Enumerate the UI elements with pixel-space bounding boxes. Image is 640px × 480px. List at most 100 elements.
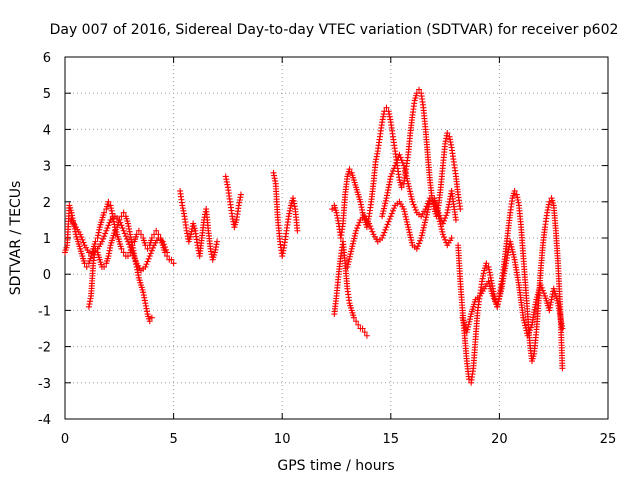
data-point	[92, 245, 99, 252]
data-point	[510, 254, 517, 261]
y-tick-label: -1	[38, 304, 51, 319]
data-series	[379, 151, 455, 249]
data-point	[483, 260, 490, 267]
data-point	[346, 256, 353, 263]
data-point	[385, 218, 392, 225]
data-point	[149, 244, 156, 251]
data-point	[403, 172, 410, 179]
data-point	[490, 295, 497, 302]
data-point	[408, 237, 415, 244]
data-point	[496, 293, 503, 300]
data-point	[355, 321, 362, 328]
data-point	[101, 209, 108, 216]
data-point	[397, 154, 404, 161]
data-point	[161, 244, 168, 251]
data-point	[168, 256, 175, 263]
data-point	[344, 261, 351, 268]
data-point	[559, 325, 566, 332]
data-point	[369, 228, 376, 235]
data-point	[106, 219, 113, 226]
data-point	[413, 245, 420, 252]
data-point	[422, 216, 429, 223]
data-point	[80, 239, 87, 246]
x-tick-label: 20	[491, 432, 508, 447]
data-point	[418, 232, 425, 239]
data-series	[270, 169, 301, 260]
data-point	[361, 329, 368, 336]
data-point	[439, 231, 446, 238]
data-point	[382, 200, 389, 207]
data-point	[436, 218, 443, 225]
data-point	[408, 196, 415, 203]
data-point	[507, 238, 514, 245]
data-point	[146, 318, 153, 325]
data-point	[214, 238, 221, 245]
data-point	[402, 211, 409, 218]
data-point	[443, 212, 450, 219]
y-tick-label: 0	[43, 268, 51, 283]
data-point	[465, 323, 472, 330]
data-point	[467, 313, 474, 320]
data-point	[494, 301, 501, 308]
y-tick-label: 6	[43, 51, 51, 66]
data-point	[417, 237, 424, 244]
data-point	[121, 230, 128, 237]
data-point	[405, 180, 412, 187]
data-point	[509, 248, 516, 255]
data-point	[379, 210, 386, 217]
data-point	[344, 263, 351, 270]
data-point	[379, 235, 386, 241]
data-point	[142, 263, 149, 270]
data-point	[420, 224, 427, 231]
data-point	[457, 206, 464, 213]
data-point	[522, 324, 529, 331]
data-point	[452, 216, 459, 223]
data-point	[159, 238, 166, 245]
data-point	[349, 240, 356, 247]
data-point	[380, 205, 387, 212]
data-point	[143, 261, 150, 268]
x-tick-label: 10	[274, 432, 291, 447]
data-point	[135, 227, 142, 234]
data-point	[405, 226, 412, 233]
data-point	[441, 217, 448, 224]
data-point	[404, 178, 411, 185]
data-point	[423, 211, 430, 218]
data-point	[349, 243, 356, 250]
data-point	[348, 248, 355, 255]
data-point	[391, 205, 398, 212]
data-point	[124, 238, 131, 245]
data-point	[391, 165, 398, 172]
data-point	[381, 202, 388, 209]
data-point	[421, 219, 428, 226]
data-point	[384, 221, 391, 228]
data-point	[104, 225, 111, 232]
data-point	[496, 296, 503, 303]
data-point	[418, 235, 425, 241]
data-point	[520, 317, 527, 324]
data-point	[138, 231, 145, 238]
data-series	[329, 86, 464, 241]
data-point	[98, 238, 105, 245]
data-point	[401, 208, 408, 215]
data-point	[105, 222, 112, 229]
data-point	[435, 213, 442, 220]
data-point	[354, 225, 361, 232]
data-point	[510, 251, 517, 258]
data-point	[540, 290, 547, 297]
data-point	[148, 247, 155, 254]
data-point	[351, 232, 358, 239]
data-point	[346, 166, 353, 173]
data-point	[403, 175, 410, 182]
data-point	[120, 227, 127, 234]
data-point	[164, 249, 171, 256]
data-point	[522, 322, 529, 329]
data-point	[494, 303, 501, 310]
data-point	[424, 200, 431, 207]
data-point	[508, 243, 515, 250]
data-point	[507, 241, 514, 248]
data-point	[425, 197, 432, 204]
data-series	[68, 213, 171, 274]
data-point	[401, 165, 408, 172]
